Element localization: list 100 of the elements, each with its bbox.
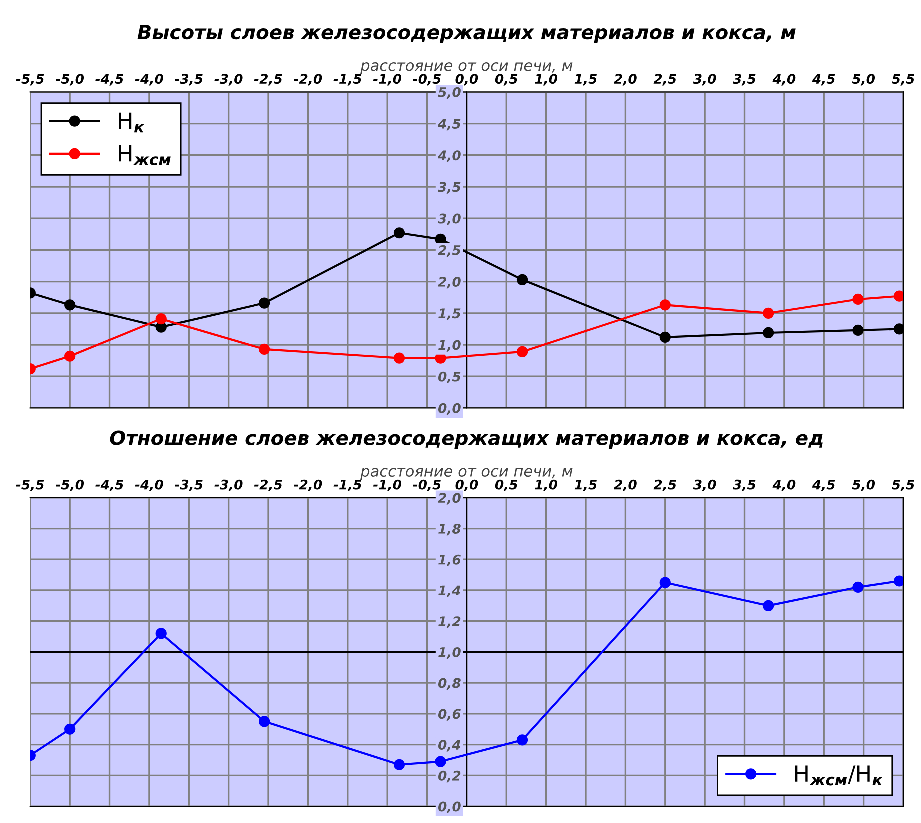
point [435,756,446,768]
point [258,344,270,355]
y-tick-label: 1,0 [438,340,461,352]
x-tick-label: 2,5 [654,480,676,492]
x-tick-label: -1,5 [334,74,362,86]
point [660,300,671,311]
x-tick-label: -3,0 [214,74,243,86]
legend-label: H$_{к}$ [119,112,145,133]
point [156,628,167,640]
point [852,324,864,336]
x-tick-label: 0,5 [495,74,518,86]
point [258,298,270,309]
y-tick-label: 0,0 [438,802,461,814]
x-axis-title: расстояние от оси печи, м [360,62,573,74]
y-tick-label: 1,0 [438,647,461,660]
point [64,350,76,362]
x-tick-label: -4,5 [96,480,124,492]
x-tick-label: -3,0 [214,480,243,492]
point [394,759,406,770]
y-tick-label: 2,0 [438,493,461,505]
x-tick-label: -5,5 [16,74,44,86]
x-tick-label: 5,5 [892,74,915,86]
y-tick-label: 0,5 [438,372,461,384]
x-tick-label: 5,5 [892,480,915,492]
y-tick-label: 0,2 [438,770,461,783]
point [516,734,528,746]
x-tick-label: -1,5 [334,480,362,492]
x-tick-label: 1,5 [574,74,598,86]
y-tick-label: 1,5 [438,308,461,320]
x-tick-label: -2,5 [254,74,282,86]
x-tick-label: 3,5 [733,74,756,86]
x-tick-label: 3,5 [733,480,756,492]
y-tick-label: 4,0 [438,150,461,162]
x-tick-label: 2,0 [614,480,637,492]
x-axis-title: расстояние от оси печи, м [360,468,573,480]
y-tick-label: 1,4 [438,586,461,598]
y-tick-label: 3,0 [438,214,461,226]
point [258,716,270,728]
x-tick-label: 0,0 [456,480,478,492]
x-tick-label: -3,5 [175,480,203,492]
chart-title: Отношение слоев железосодержащих материалов и кокса, ед [110,430,823,450]
point [394,352,406,364]
point [660,577,671,588]
chart-title: Высоты слоев железосодержащих материалов и кокса, м [138,25,796,44]
x-tick-label: -2,0 [294,74,322,86]
x-tick-label: 4,0 [772,74,796,86]
x-tick-label: -2,0 [294,480,322,492]
x-tick-label: 3,0 [693,74,716,86]
x-tick-label: -4,0 [135,480,164,492]
point [763,600,774,612]
y-tick-label: 1,6 [438,554,461,567]
point [763,327,774,339]
point [64,724,76,735]
x-tick-label: 0,5 [495,480,518,492]
y-tick-label: 5,0 [438,87,461,100]
point [660,332,671,343]
point [763,308,774,319]
x-tick-label: 5,0 [852,480,876,492]
x-tick-label: 4,0 [772,480,796,492]
x-tick-label: -4,0 [135,74,164,86]
legend-label: H$_{жсм}$ [119,145,171,166]
point [516,346,528,358]
point [894,324,904,335]
y-tick-label: 0,8 [438,678,461,690]
point [894,290,904,302]
x-tick-label: 2,0 [614,74,637,86]
x-tick-label: 1,0 [535,74,558,86]
x-tick-label: -1,0 [373,480,402,492]
y-tick-label: 2,0 [438,277,461,289]
x-tick-label: 1,5 [574,480,598,492]
x-tick-label: -5,0 [56,480,84,492]
y-tick-label: 0,4 [438,740,461,752]
point [64,300,76,311]
x-tick-label: 3,0 [693,480,716,492]
x-tick-label: -4,5 [96,74,124,86]
x-tick-label: 4,5 [812,74,836,86]
point [852,294,864,306]
x-tick-label: 2,5 [654,74,676,86]
x-tick-label: -2,5 [254,480,282,492]
point [516,274,528,286]
x-tick-label: -5,0 [56,74,84,86]
x-tick-label: -0,5 [413,74,442,86]
x-tick-label: 0,0 [456,74,478,86]
y-tick-label: 2,5 [438,245,461,258]
point [394,228,406,239]
point [156,314,167,325]
y-tick-label: 0,6 [438,709,461,721]
x-tick-label: -5,5 [16,480,44,492]
y-tick-label: 1,8 [438,524,461,536]
x-tick-label: 5,0 [852,74,876,86]
point [852,582,864,593]
x-tick-label: -3,5 [175,74,203,86]
x-tick-label: 4,5 [812,480,836,492]
x-tick-label: 1,0 [535,480,558,492]
x-tick-label: -1,0 [373,74,402,86]
point [894,576,904,587]
x-tick-label: -0,5 [413,480,442,492]
y-tick-label: 3,5 [438,182,461,194]
y-tick-label: 4,5 [438,119,461,131]
legend-label: H$_{жсм}$/H$_{к}$ [795,766,884,786]
